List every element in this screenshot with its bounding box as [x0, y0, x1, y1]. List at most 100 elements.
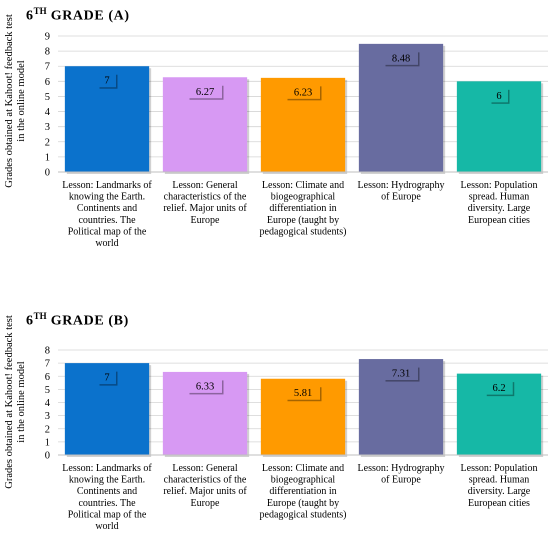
data-label-box: [98, 370, 116, 385]
data-label: 8.48: [392, 53, 410, 64]
data-label-box: [286, 84, 320, 99]
x-category-label-line: characteristics of the: [164, 475, 247, 486]
data-label: 6.23: [294, 87, 312, 98]
data-label: 7: [104, 373, 109, 384]
x-category-label-line: characteristics of the: [164, 192, 247, 203]
y-tick-label: 5: [45, 92, 50, 103]
y-tick-label: 0: [45, 451, 50, 462]
y-tick-label: 2: [45, 137, 50, 148]
x-category-label-line: world: [95, 238, 118, 249]
y-tick-label: 1: [45, 437, 50, 448]
data-label-box: [188, 378, 222, 393]
data-label: 7: [104, 76, 109, 87]
y-tick-label: 4: [45, 107, 51, 118]
x-category-label-line: diversity. Large: [468, 486, 531, 497]
x-category-label-line: Continents and: [77, 486, 137, 497]
x-category-label-line: European cities: [468, 498, 530, 509]
x-category-label: Lesson: Hydrography of Europe: [358, 180, 445, 203]
x-category-label-line: countries. The: [78, 498, 136, 509]
x-category-label: Lesson: General characteristics of the rel…: [163, 463, 247, 509]
x-category-label: Lesson: Landmarks of knowing the Earth. Co…: [62, 463, 152, 532]
x-category-label-line: biogeographical: [271, 475, 336, 486]
y-tick-label: 5: [45, 385, 50, 396]
x-category-label-line: world: [95, 521, 118, 532]
data-label: 6.2: [492, 383, 505, 394]
y-tick-label: 3: [45, 122, 50, 133]
x-category-label-line: differentiation in: [269, 486, 336, 497]
x-category-label-line: Lesson: Hydrography: [358, 463, 445, 474]
x-category-label-line: diversity. Large: [468, 203, 531, 214]
x-category-label-line: Continents and: [77, 203, 137, 214]
x-category-label-line: relief. Major units of: [163, 486, 247, 497]
x-category-label-line: Europe: [191, 498, 220, 509]
x-category-label-line: Europe (taught by: [267, 498, 339, 509]
x-category-label-line: of Europe: [381, 192, 421, 203]
y-tick-label: 3: [45, 411, 50, 422]
x-category-label-line: pedagogical students): [260, 226, 347, 237]
y-tick-label: 6: [45, 372, 50, 383]
x-category-label: Lesson: General characteristics of the rel…: [163, 180, 247, 226]
x-category-label-line: Europe (taught by: [267, 215, 339, 226]
y-tick-label: 1: [45, 152, 50, 163]
x-category-label-line: spread. Human: [469, 475, 530, 486]
x-category-label-line: pedagogical students): [260, 509, 347, 520]
y-tick-label: 2: [45, 424, 50, 435]
y-axis-label-line: Grades obtained at Kahoot! feedback test: [4, 14, 15, 188]
y-axis-label: Grades obtained at Kahoot! feedback test…: [4, 14, 27, 188]
x-category-label-line: Lesson: Climate and: [262, 463, 344, 474]
y-tick-label: 8: [45, 47, 50, 58]
x-category-label-line: Lesson: General: [172, 180, 237, 191]
x-category-label-line: Political map of the: [68, 509, 147, 520]
x-category-label-line: Political map of the: [68, 226, 147, 237]
x-category-label-line: Lesson: Landmarks of: [62, 180, 152, 191]
x-category-label: Lesson: Hydrography of Europe: [358, 463, 445, 486]
chart-panel-b: 6TH GRADE (B) Grades obtained at Kahoot!…: [0, 305, 550, 538]
data-label-box: [384, 50, 418, 65]
x-category-label-line: Lesson: Population: [461, 463, 538, 474]
data-label: 6.33: [196, 381, 214, 392]
x-category-label-line: knowing the Earth.: [69, 192, 145, 203]
x-category-label-line: Europe: [191, 215, 220, 226]
chart-panel-a: 6TH GRADE (A) Grades obtained at Kahoot!…: [0, 0, 550, 265]
x-category-label-line: countries. The: [78, 215, 136, 226]
data-label-box: [490, 88, 508, 103]
y-tick-label: 4: [45, 398, 51, 409]
x-category-label-line: Lesson: Climate and: [262, 180, 344, 191]
x-category-label-line: relief. Major units of: [163, 203, 247, 214]
data-label-box: [485, 380, 513, 395]
y-tick-label: 6: [45, 77, 50, 88]
chart-title-b: 6TH GRADE (B): [26, 311, 129, 329]
data-label-box: [384, 366, 418, 381]
chart-title-a: 6TH GRADE (A): [26, 6, 130, 24]
x-category-label-line: Lesson: Hydrography: [358, 180, 445, 191]
x-category-label-line: of Europe: [381, 475, 421, 486]
x-category-label-line: Lesson: General: [172, 463, 237, 474]
data-label: 6.27: [196, 87, 214, 98]
x-category-label-line: European cities: [468, 215, 530, 226]
data-label: 6: [496, 91, 501, 102]
y-tick-label: 7: [45, 62, 50, 73]
data-label-box: [98, 73, 116, 88]
x-category-label-line: differentiation in: [269, 203, 336, 214]
x-category-label-line: Lesson: Population: [461, 180, 538, 191]
y-axis-label-line: Grades obtained at Kahoot! feedback test: [4, 315, 15, 489]
y-axis-label-line: in the online model: [16, 60, 27, 141]
x-category-label-line: spread. Human: [469, 192, 530, 203]
x-category-label: Lesson: Population spread. Human diversity…: [461, 463, 538, 509]
bar-chart-b: Grades obtained at Kahoot! feedback test…: [4, 315, 548, 532]
bar-chart-a: Grades obtained at Kahoot! feedback test…: [4, 14, 548, 249]
x-category-label: Lesson: Climate and biogeographical differ…: [260, 463, 347, 520]
x-category-label: Lesson: Population spread. Human diversity…: [461, 180, 538, 226]
x-category-label-line: Lesson: Landmarks of: [62, 463, 152, 474]
x-category-label: Lesson: Climate and biogeographical differ…: [260, 180, 347, 237]
bar: [358, 43, 444, 173]
y-axis-label: Grades obtained at Kahoot! feedback test…: [4, 315, 27, 489]
x-category-label: Lesson: Landmarks of knowing the Earth. Co…: [62, 180, 152, 249]
y-tick-label: 8: [45, 346, 50, 357]
data-label: 7.31: [392, 369, 410, 380]
y-tick-label: 9: [45, 32, 50, 43]
data-label-box: [188, 84, 222, 99]
y-tick-label: 0: [45, 168, 50, 179]
x-category-label-line: biogeographical: [271, 192, 336, 203]
data-label: 5.81: [294, 388, 312, 399]
